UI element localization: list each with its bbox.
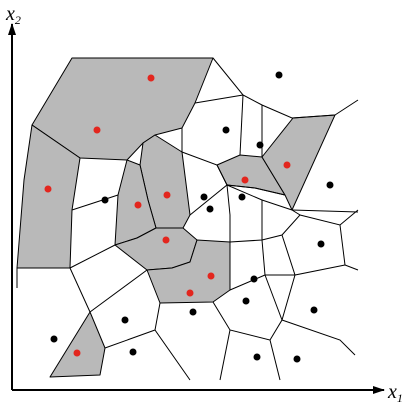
voronoi-edge: [281, 234, 346, 276]
voronoi-edge: [69, 267, 91, 313]
voronoi-edge: [261, 199, 293, 211]
y-axis-label-subscript: 2: [15, 13, 21, 27]
site-point-black: [189, 308, 197, 316]
voronoi-edge: [226, 184, 286, 196]
site-point-black: [326, 181, 334, 189]
site-point-black: [242, 297, 250, 305]
voronoi-edge: [212, 57, 336, 119]
voronoi-edge: [229, 274, 266, 291]
voronoi-cell-shaded: [261, 114, 336, 211]
site-point-red: [163, 191, 171, 199]
voronoi-edge: [291, 209, 359, 213]
voronoi-edge: [69, 244, 116, 269]
voronoi-cell-shaded: [49, 311, 106, 378]
shaded-cells: [16, 57, 336, 378]
site-point-black: [253, 353, 261, 361]
site-point-black: [200, 193, 208, 201]
site-point-black: [101, 196, 109, 204]
voronoi-edge: [229, 209, 301, 243]
site-point-red: [241, 176, 249, 184]
site-point-red: [44, 185, 52, 193]
voronoi-edge: [71, 194, 119, 211]
site-point-red: [134, 201, 142, 209]
site-point-black: [310, 306, 318, 314]
site-point-black: [222, 126, 230, 134]
site-point-black: [250, 275, 258, 283]
voronoi-edge: [281, 319, 356, 356]
black-sites: [50, 71, 334, 363]
site-point-red: [207, 272, 215, 280]
voronoi-edge: [339, 224, 359, 271]
red-sites: [44, 74, 291, 357]
site-point-red: [147, 74, 155, 82]
voronoi-edge: [154, 302, 191, 381]
voronoi-edges: [16, 57, 359, 381]
voronoi-edge: [181, 151, 228, 186]
site-point-black: [50, 335, 58, 343]
voronoi-edge: [261, 239, 295, 276]
site-point-black: [275, 71, 283, 79]
site-point-black: [129, 348, 137, 356]
site-point-red: [186, 289, 194, 297]
x-axis-label-subscript: 1: [397, 391, 403, 405]
voronoi-edge: [269, 274, 296, 341]
voronoi-edge: [104, 329, 156, 349]
voronoi-edge: [189, 184, 231, 242]
voronoi-edge: [299, 209, 359, 226]
x-axis-label: x1: [387, 381, 403, 405]
voronoi-edge: [219, 329, 231, 381]
site-point-black: [238, 193, 246, 201]
voronoi-edge: [239, 94, 244, 156]
voronoi-edge: [264, 274, 283, 321]
site-point-black: [256, 141, 264, 149]
site-point-black: [206, 205, 214, 213]
site-point-red: [73, 349, 81, 357]
y-axis-label: x2: [5, 3, 21, 27]
site-point-black: [121, 316, 129, 324]
voronoi-edge: [226, 184, 263, 240]
voronoi-edge: [89, 269, 148, 313]
site-point-black: [293, 355, 301, 363]
site-point-red: [283, 161, 291, 169]
site-point-red: [162, 236, 170, 244]
voronoi-edge: [334, 99, 359, 116]
site-point-red: [93, 126, 101, 134]
voronoi-edge: [212, 301, 281, 381]
site-point-black: [317, 240, 325, 248]
voronoi-edge: [194, 94, 244, 104]
